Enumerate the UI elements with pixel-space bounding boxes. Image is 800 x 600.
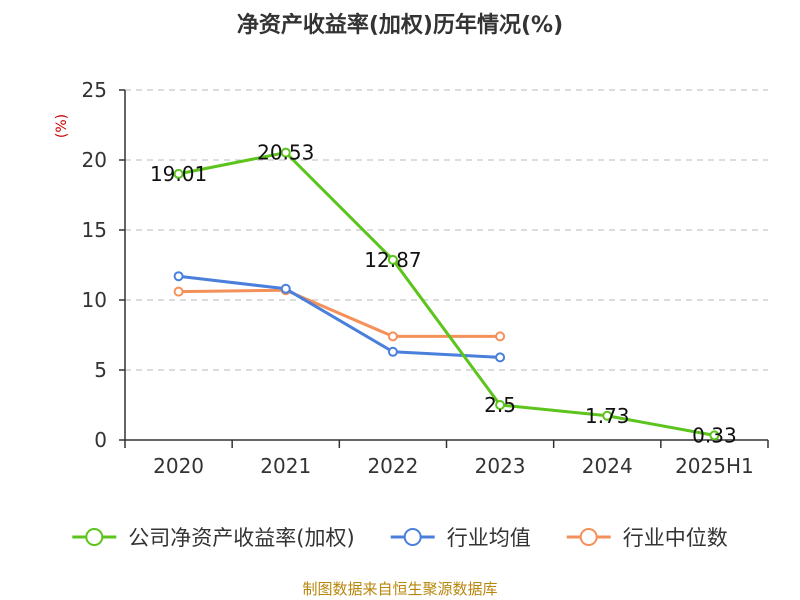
data-point — [495, 352, 506, 363]
source-note: 制图数据来自恒生聚源数据库 — [302, 580, 497, 598]
legend-label: 行业中位数 — [623, 526, 728, 550]
data-labels: 19.01 20.53 12.87 2.5 1.73 0.33 — [150, 141, 737, 448]
legend: 公司净资产收益率(加权) 行业均值 行业中位数 — [72, 526, 728, 550]
data-point — [173, 271, 184, 282]
y-tick-label: 0 — [94, 428, 107, 452]
y-tick-label: 25 — [82, 78, 107, 102]
data-label: 12.87 — [364, 248, 421, 272]
legend-item: 公司净资产收益率(加权) — [72, 526, 355, 550]
data-point — [173, 286, 184, 297]
data-point — [387, 331, 398, 342]
x-tick-label: 2025H1 — [675, 454, 754, 478]
data-point — [173, 168, 184, 179]
x-tick-label: 2024 — [582, 454, 633, 478]
data-point — [280, 283, 291, 294]
data-point — [602, 410, 613, 421]
data-label: 0.33 — [692, 423, 737, 447]
data-point — [387, 346, 398, 357]
x-tick-label: 2022 — [367, 454, 418, 478]
grid-lines — [125, 89, 768, 371]
legend-marker — [85, 528, 104, 546]
series-line — [178, 151, 715, 437]
legend-label: 公司净资产收益率(加权) — [128, 526, 354, 550]
axes: 0 5 10 15 20 25 2020 2021 2022 2023 2024 2025H1 — [82, 78, 769, 478]
data-label: 20.53 — [257, 141, 314, 165]
data-label: 2.5 — [484, 393, 516, 417]
data-label: 19.01 — [150, 162, 207, 186]
y-axis-unit-label: (%) — [54, 114, 70, 138]
chart-title: 净资产收益率(加权)历年情况(%) — [237, 12, 563, 38]
x-tick-label: 2020 — [153, 454, 204, 478]
data-point — [495, 400, 506, 410]
y-tick-label: 15 — [82, 218, 107, 242]
x-tick-label: 2021 — [260, 454, 311, 478]
legend-item: 行业中位数 — [566, 526, 728, 550]
legend-marker — [403, 528, 422, 546]
data-point — [280, 147, 291, 158]
data-label: 1.73 — [585, 404, 630, 428]
series-line — [178, 274, 501, 359]
y-tick-label: 5 — [94, 358, 107, 382]
legend-marker — [579, 528, 598, 546]
series-lines — [173, 147, 720, 441]
series-line — [178, 288, 501, 338]
y-tick-label: 20 — [82, 148, 107, 172]
x-tick-label: 2023 — [475, 454, 526, 478]
data-point — [495, 331, 506, 342]
legend-item: 行业均值 — [390, 526, 531, 550]
data-point — [387, 254, 398, 265]
y-tick-label: 10 — [82, 288, 107, 312]
legend-label: 行业均值 — [447, 526, 531, 550]
data-point — [709, 430, 720, 441]
